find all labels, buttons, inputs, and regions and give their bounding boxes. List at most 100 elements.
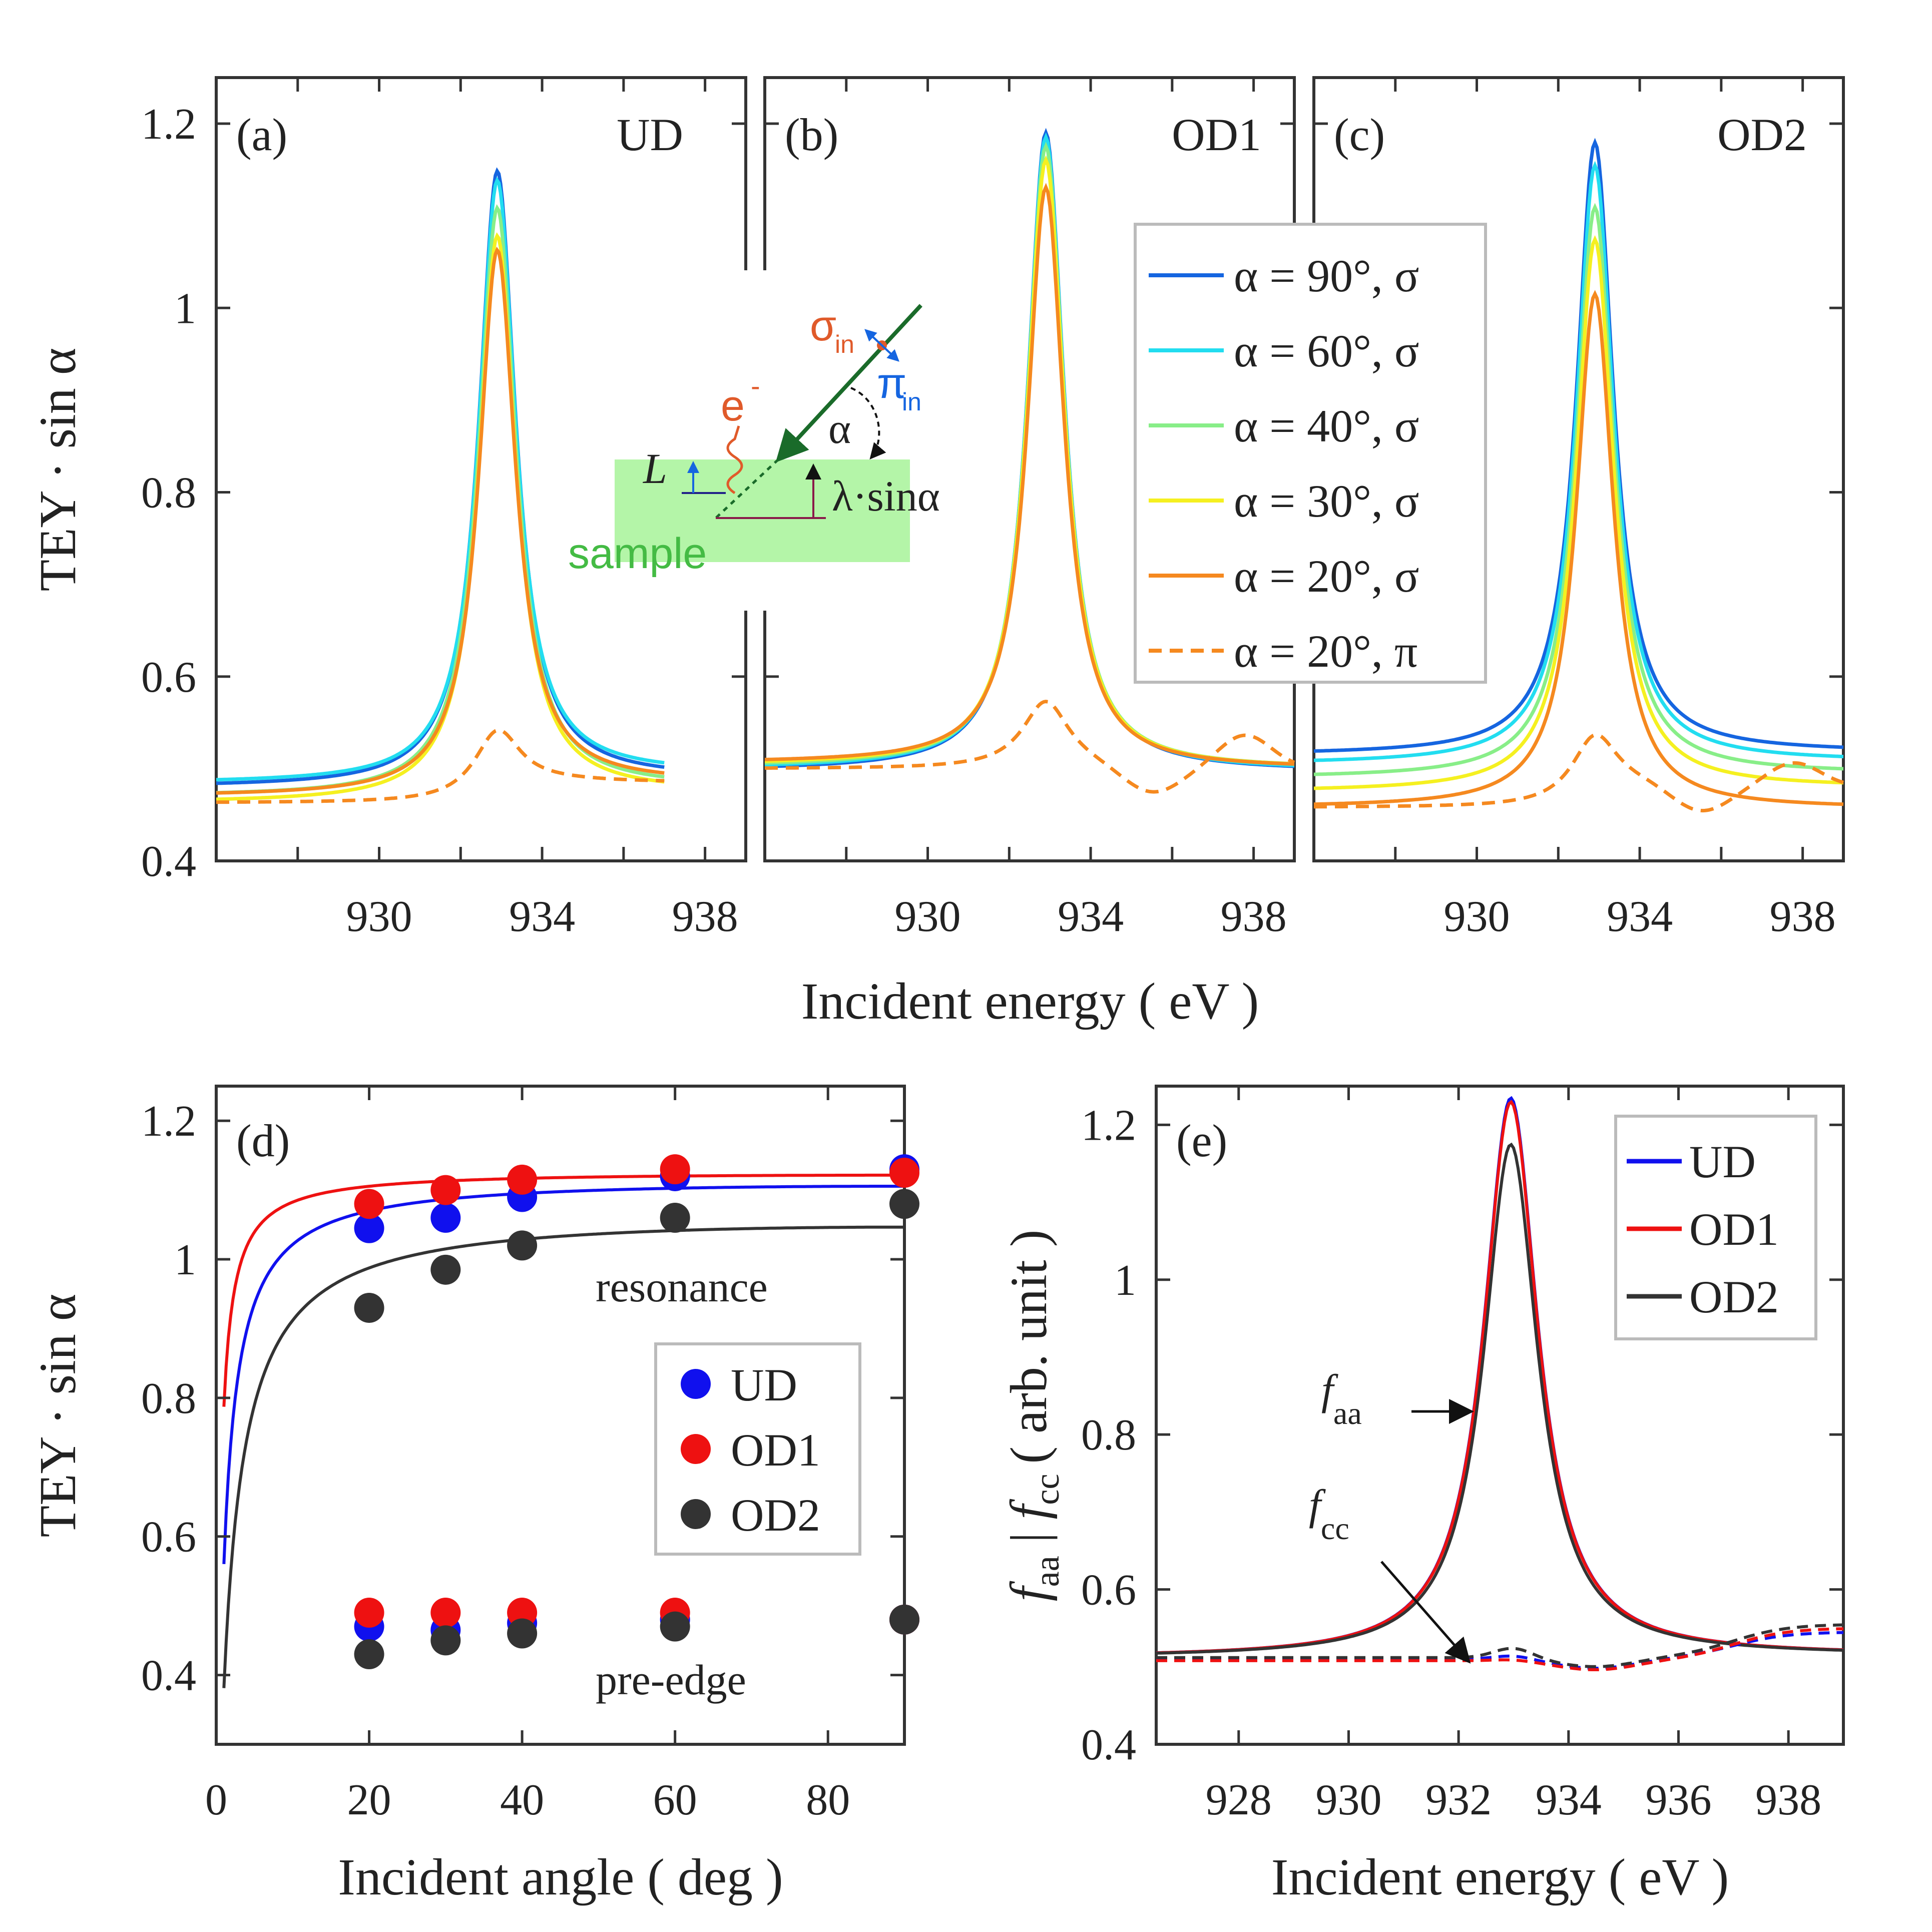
top-legend-item-2: α = 40°, σ	[1234, 400, 1419, 451]
inset-lambda: λ·sinα	[832, 472, 940, 520]
resonance-point	[430, 1175, 461, 1205]
resonance-point	[430, 1254, 461, 1285]
x-tick-label: 938	[672, 892, 738, 941]
series-line	[216, 167, 665, 785]
x-tick-label: 938	[1221, 892, 1287, 941]
resonance-point	[660, 1154, 690, 1185]
top-ticks: 930 934 938 0.4 0.6 0.8 1 1.2 930 934 938 930 934 938	[141, 78, 1843, 941]
inset-sample-label: sample	[568, 530, 707, 578]
faa-sub: aa	[1333, 1395, 1362, 1431]
panel-a-series	[216, 167, 665, 804]
y-tick-label: 1.2	[141, 1097, 196, 1146]
panel-e-legend-box	[1614, 1115, 1817, 1340]
top-legend-box	[1134, 223, 1487, 684]
panel-e-x-axis-title: Incident energy ( eV )	[1271, 1848, 1729, 1906]
series-line	[216, 246, 665, 795]
x-tick-label: 934	[1536, 1776, 1602, 1824]
x-tick-label: 936	[1645, 1776, 1711, 1824]
y-tick-label: 1.2	[1081, 1101, 1136, 1150]
panel-e-ylabel-rest: ( arb. unit )	[1000, 1230, 1058, 1464]
resonance-point	[354, 1213, 384, 1243]
inset-L: L	[642, 444, 667, 493]
panel-e-legend-item-2: OD2	[1689, 1271, 1779, 1322]
panel-e-legend: UD OD1 OD2	[1614, 1115, 1817, 1340]
series-line	[1313, 161, 1844, 762]
panel-d-series	[222, 1154, 919, 1688]
resonance-point	[889, 1158, 919, 1188]
electron-wave	[726, 425, 743, 495]
svg-text:faa | fcc( arb. unit ): faa | fcc( arb. unit )	[1000, 1230, 1067, 1602]
panel-d-legend-marker-0	[681, 1369, 711, 1399]
top-legend-item-1: α = 60°, σ	[1234, 325, 1419, 376]
panel-e-ylabel-cc: cc	[1028, 1474, 1067, 1505]
panel-d-legend-marker-2	[681, 1499, 711, 1529]
x-tick-label: 80	[806, 1776, 850, 1824]
x-tick-label: 930	[895, 892, 961, 941]
panel-b-label: (b)	[785, 109, 838, 160]
series-line	[1313, 290, 1844, 806]
panel-e-frame	[1155, 1085, 1845, 1746]
x-tick-label: 930	[1315, 1776, 1381, 1824]
panel-a-sample: UD	[617, 109, 683, 160]
series-line	[1313, 235, 1844, 790]
inset-pi: π	[877, 359, 906, 407]
panel-e-label: (e)	[1176, 1115, 1227, 1166]
panel-e-ylabel-sep: |	[1000, 1520, 1058, 1556]
top-legend-item-3: α = 30°, σ	[1234, 475, 1419, 527]
inset-electron-sup: -	[751, 370, 760, 401]
y-tick-label: 0.6	[141, 653, 196, 702]
x-tick-label: 930	[346, 892, 412, 941]
top-y-axis-title: TEY · sin α	[29, 348, 87, 592]
top-legend-item-4: α = 20°, σ	[1234, 551, 1419, 602]
preedge-point	[430, 1625, 461, 1656]
alpha-arc	[850, 387, 886, 460]
y-tick-label: 0.4	[141, 1652, 196, 1700]
top-legend-item-0: α = 90°, σ	[1234, 250, 1419, 301]
panel-d-y-axis-title: TEY · sin α	[29, 1294, 87, 1538]
resonance-point	[354, 1189, 384, 1219]
x-tick-label: 60	[653, 1776, 697, 1824]
panel-d-ticks: 0.4 0.6 0.8 1 1.2 0 20 40 60 80	[141, 1086, 904, 1824]
series-line	[216, 177, 665, 782]
panel-d-legend-item-1: OD1	[731, 1424, 820, 1476]
y-tick-label: 1	[1114, 1256, 1136, 1305]
fit-curve	[222, 1173, 904, 1407]
series-line	[1156, 1623, 1844, 1668]
series-line	[764, 183, 1295, 766]
preedge-point	[660, 1611, 690, 1642]
panel-a-label: (a)	[236, 109, 287, 160]
series-line	[216, 728, 665, 804]
inset-sigma-sub: in	[835, 330, 854, 358]
panel-c-series	[1313, 138, 1844, 813]
sigma-arrow-back	[864, 329, 899, 361]
y-tick-label: 1	[174, 284, 196, 333]
y-tick-label: 0.8	[141, 469, 196, 518]
x-tick-label: 934	[1607, 892, 1673, 941]
fcc-arrow	[1380, 1561, 1471, 1664]
series-line	[1156, 1627, 1844, 1671]
beam-extension	[715, 458, 779, 519]
preedge-point	[430, 1598, 461, 1628]
x-tick-label: 934	[509, 892, 575, 941]
series-line	[765, 699, 1295, 794]
resonance-point	[354, 1292, 384, 1323]
y-tick-label: 0.8	[1081, 1411, 1136, 1460]
incident-beam	[775, 304, 922, 462]
preedge-point	[354, 1598, 384, 1628]
panel-d: 0.4 0.6 0.8 1 1.2 0 20 40 60 80 (d) resonance pre…	[29, 1085, 919, 1906]
panel-e-y-axis-title: faa | fcc( arb. unit )	[1000, 1230, 1067, 1602]
preedge-label: pre-edge	[596, 1656, 746, 1704]
panel-d-legend-item-0: UD	[731, 1359, 797, 1410]
x-tick-label: 938	[1770, 892, 1836, 941]
top-row: 930 934 938 0.4 0.6 0.8 1 1.2 930 934 938 930 934 938…	[29, 76, 1845, 1030]
y-tick-label: 1.2	[141, 100, 196, 149]
preedge-point	[507, 1598, 538, 1628]
resonance-point	[889, 1189, 919, 1219]
panel-e-legend-item-1: OD1	[1689, 1204, 1779, 1255]
fit-curve	[222, 1185, 904, 1565]
inset-electron: e	[721, 382, 745, 430]
panel-e-legend-item-0: UD	[1689, 1136, 1756, 1187]
x-tick-label: 930	[1444, 892, 1510, 941]
